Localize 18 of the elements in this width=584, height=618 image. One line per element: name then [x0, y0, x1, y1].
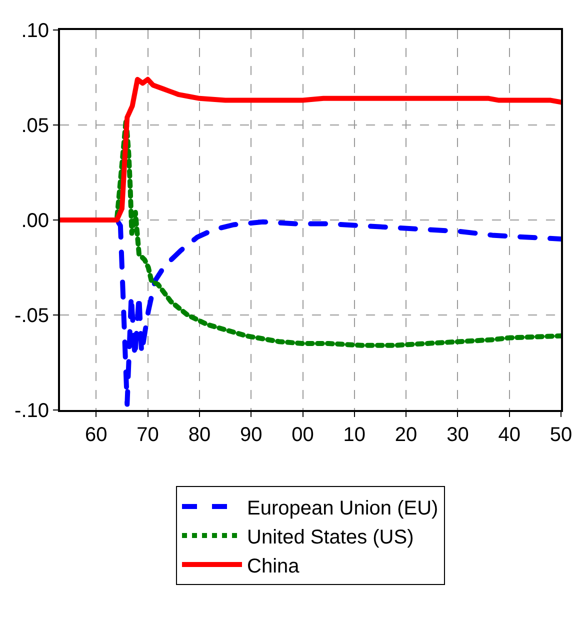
- x-tick-label: 00: [292, 424, 314, 446]
- y-tick-label: -.05: [14, 305, 49, 327]
- y-tick-label: .00: [21, 210, 49, 232]
- x-tick-label: 30: [446, 424, 469, 446]
- x-tick-label: 10: [343, 424, 366, 446]
- x-tick-label: 90: [240, 424, 262, 446]
- legend-label: China: [247, 555, 300, 578]
- x-tick-label: 50: [550, 424, 572, 446]
- x-tick-label: 40: [498, 424, 520, 446]
- x-tick-label: 60: [85, 424, 108, 446]
- y-tick-label: .10: [21, 20, 49, 42]
- x-tick-label: 20: [394, 424, 418, 446]
- legend-label: European Union (EU): [247, 497, 438, 520]
- x-tick-label: 70: [136, 424, 159, 446]
- y-tick-label: .05: [21, 115, 49, 137]
- x-tick-label: 80: [188, 424, 211, 446]
- legend-label: United States (US): [247, 526, 414, 548]
- y-tick-label: -.10: [14, 400, 49, 422]
